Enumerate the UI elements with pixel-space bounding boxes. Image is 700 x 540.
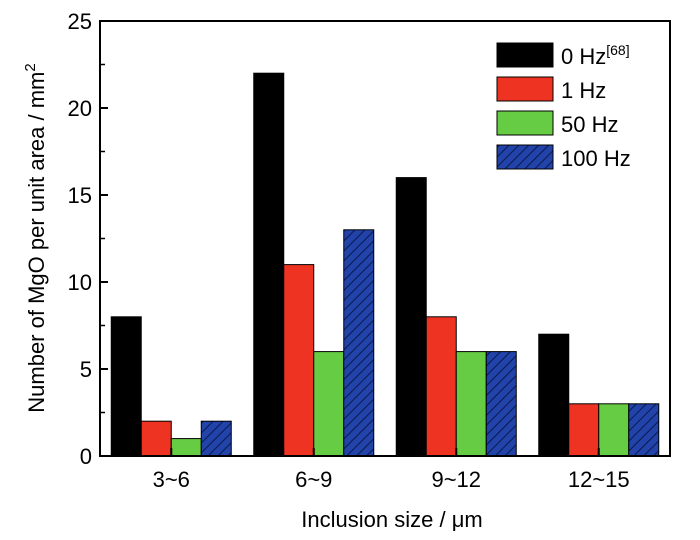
bar-1hz-4	[568, 403, 600, 457]
y-axis-title-main: Number of MgO per unit area / mm	[24, 72, 49, 413]
legend-swatch-0hz	[496, 42, 554, 68]
legend-swatch-100hz	[496, 144, 554, 170]
bar-0hz-4	[538, 333, 570, 457]
bar-50hz-1	[170, 438, 202, 457]
bar-50hz-2	[313, 351, 345, 457]
legend: 0 Hz[68] 1 Hz 50 Hz 100 Hz	[496, 42, 631, 171]
x-tick-label: 9~12	[431, 467, 481, 492]
y-tick-label: 10	[68, 270, 92, 295]
bar-50hz-4	[598, 403, 630, 457]
legend-label-1hz: 1 Hz	[561, 78, 606, 103]
legend-label-50hz: 50 Hz	[561, 112, 618, 137]
y-axis-title: Number of MgO per unit area / mm2	[22, 63, 49, 412]
legend-label-0hz: 0 Hz[68]	[561, 42, 630, 69]
legend-label-100hz: 100 Hz	[561, 146, 631, 171]
bar-100hz-1	[200, 420, 232, 457]
bar-1hz-3	[425, 316, 457, 457]
x-tick-label: 12~15	[568, 467, 630, 492]
x-tick-label: 6~9	[295, 467, 332, 492]
y-tick-label: 15	[68, 183, 92, 208]
bar-0hz-2	[253, 72, 285, 457]
x-axis-title: Inclusion size / μm	[301, 507, 482, 532]
legend-swatch-1hz	[496, 76, 554, 102]
x-tick-label: 3~6	[153, 467, 190, 492]
bar-0hz-3	[395, 177, 427, 457]
y-axis: 0 5 10 15 20 25	[68, 9, 108, 469]
bar-50hz-3	[455, 351, 487, 457]
bar-100hz-3	[485, 351, 517, 457]
x-axis: 3~6 6~9 9~12 12~15	[153, 448, 630, 492]
bar-100hz-4	[628, 403, 660, 457]
bar-0hz-1	[110, 316, 142, 457]
bar-100hz-2	[343, 229, 375, 457]
legend-swatch-50hz	[496, 110, 554, 136]
bars-layer	[110, 72, 660, 457]
y-tick-label: 0	[80, 444, 92, 469]
bar-1hz-1	[140, 420, 172, 457]
y-tick-label: 20	[68, 96, 92, 121]
y-tick-label: 25	[68, 9, 92, 34]
y-axis-title-superscript: 2	[22, 63, 39, 71]
y-tick-label: 5	[80, 357, 92, 382]
bar-1hz-2	[283, 264, 315, 457]
